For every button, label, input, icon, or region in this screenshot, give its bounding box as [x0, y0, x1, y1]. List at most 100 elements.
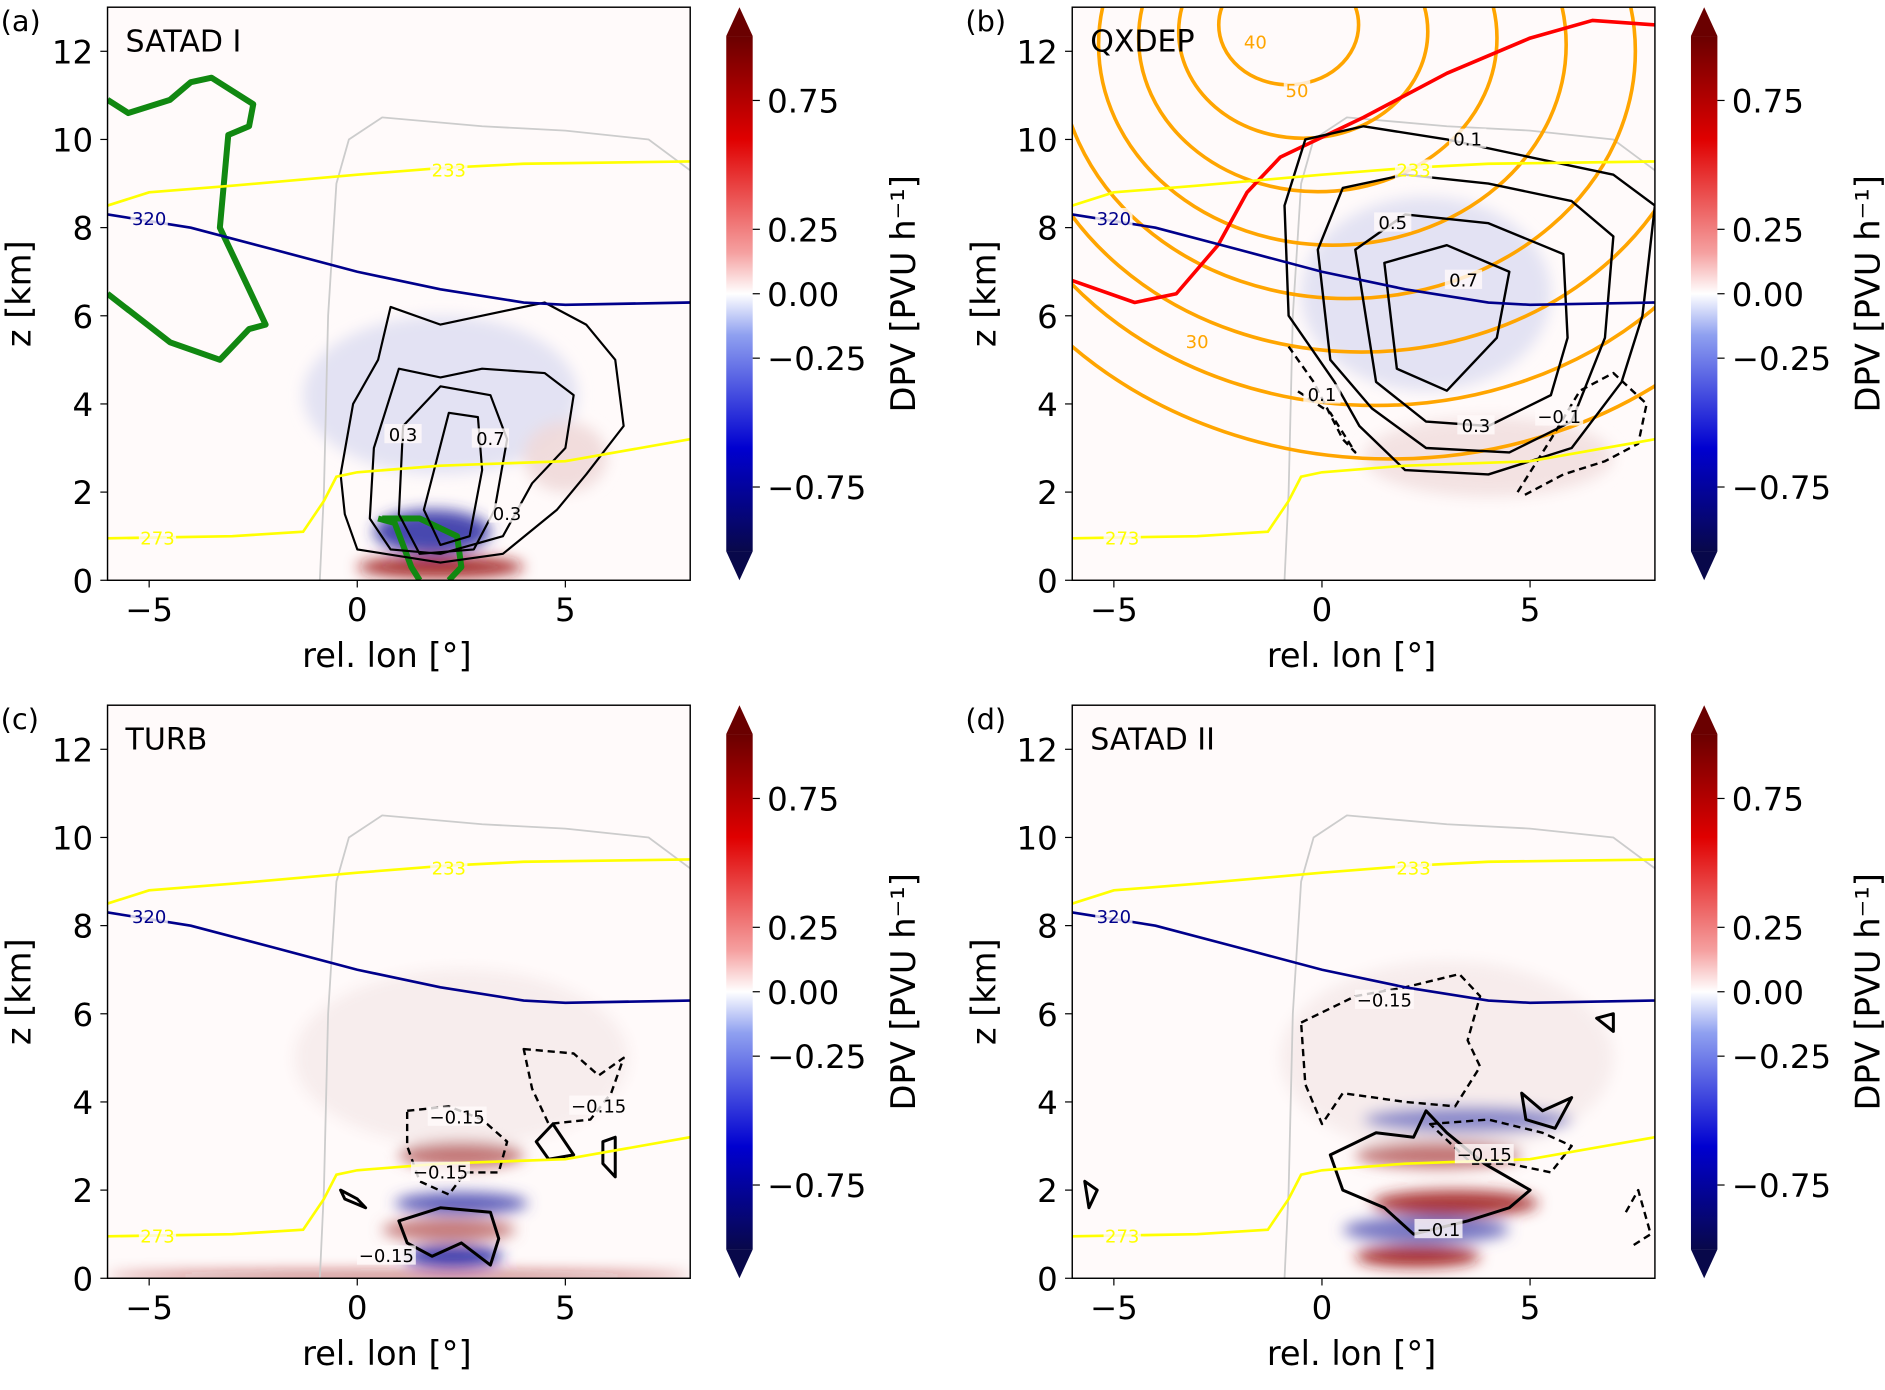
contour-label-bg — [1303, 384, 1341, 404]
colorbar-label: DPV [PVU h⁻¹] — [884, 175, 923, 412]
plot-content: 233 273 320 0.7 0.3 0.3 — [107, 74, 691, 581]
colorbar-label: DPV [PVU h⁻¹] — [884, 873, 923, 1110]
dpv-contour — [601, 1135, 617, 1179]
contour-label-bg — [430, 857, 468, 877]
y-axis-label: z [km] — [0, 938, 39, 1045]
contour-label-bg — [1354, 989, 1414, 1009]
x-tick-label: −5 — [1090, 1289, 1138, 1327]
x-axis-label: rel. lon [°] — [302, 1334, 471, 1373]
contour-label-bg — [138, 1225, 177, 1245]
colorbar-tick-label: 0.00 — [1732, 276, 1804, 314]
contour-label: 273 — [140, 528, 174, 549]
green-contour — [107, 74, 269, 363]
colorbar: 0.75 0.25 0.00 −0.25 −0.75 DPV [PVU h⁻¹] — [1690, 7, 1885, 581]
colorbar-extend-max — [1690, 705, 1718, 735]
isentrope-320-line — [107, 213, 691, 307]
colorbar-tick-label: 0.75 — [1732, 780, 1804, 818]
contour-label: 0.3 — [389, 425, 418, 446]
contour-label: −0.15 — [413, 1162, 468, 1183]
y-tick-label: 2 — [72, 1172, 93, 1210]
contour-label-bg — [130, 207, 168, 228]
y-axis-label: z [km] — [964, 938, 1003, 1045]
colorbar-extend-max — [726, 7, 753, 37]
isotherm-233-line — [1072, 858, 1655, 905]
contour-label: 0.7 — [1449, 271, 1478, 292]
y-tick-label: 12 — [52, 33, 93, 71]
colorbar-extend-min — [1690, 1249, 1718, 1279]
contour-label: 320 — [1097, 907, 1131, 928]
contour-label: 30 — [1186, 332, 1209, 353]
dpv-contour — [534, 1122, 576, 1161]
contour-label-bg — [1283, 80, 1311, 100]
y-tick-label: 8 — [72, 210, 93, 248]
orange-contour — [1176, 7, 1430, 141]
orange-contour — [1136, 7, 1499, 194]
contour-label-bg — [1374, 212, 1412, 232]
contour-label: 0.3 — [493, 504, 522, 525]
contour-label: 233 — [432, 858, 466, 879]
dpv-contour — [1595, 1012, 1615, 1033]
panel-letter: (a) — [1, 4, 41, 38]
contour-label-bg — [138, 527, 177, 547]
dpv-contour — [339, 301, 625, 564]
isentrope-320-line — [107, 911, 691, 1005]
y-tick-label: 8 — [72, 908, 93, 946]
dpv-contour-negative — [1287, 345, 1357, 454]
contour-label: −0.15 — [430, 1107, 485, 1128]
panel-letter: (d) — [965, 702, 1006, 736]
colorbar-tick-label: 0.00 — [767, 276, 839, 314]
y-tick-label: 0 — [72, 1260, 93, 1298]
x-axis-label: rel. lon [°] — [1267, 636, 1436, 675]
orange-contour — [1072, 7, 1638, 301]
colorbar: 0.75 0.25 0.00 −0.25 −0.75 DPV [PVU h⁻¹] — [1690, 705, 1885, 1279]
contour-label-bg — [1454, 1144, 1514, 1164]
contour-label-bg — [1095, 207, 1133, 228]
axes-frame — [106, 6, 691, 581]
contour-label: 320 — [1097, 209, 1131, 230]
colorbar-tick-label: −0.25 — [1732, 340, 1831, 378]
x-tick-label: −5 — [125, 591, 173, 629]
contour-label: −0.15 — [1457, 1145, 1512, 1166]
contour-label-bg — [1457, 415, 1495, 435]
panel-title: SATAD II — [1090, 723, 1215, 758]
contour-label-bg — [384, 423, 422, 444]
contour-label: 40 — [1244, 32, 1267, 53]
y-tick-label: 2 — [1037, 1172, 1058, 1210]
x-axis-label: rel. lon [°] — [1267, 1334, 1436, 1373]
panel-title: TURB — [125, 723, 208, 758]
contour-label-bg — [1449, 128, 1487, 148]
orange-contour — [1072, 281, 1655, 408]
dpv-contour — [1383, 244, 1511, 392]
dpv-shading-patch — [303, 315, 578, 475]
dpv-contour-negative — [1428, 1118, 1573, 1174]
contour-label-bg — [411, 1161, 470, 1181]
y-tick-label: 4 — [72, 1084, 93, 1122]
dpv-contour — [1328, 1109, 1532, 1236]
contour-label: −0.1 — [1537, 407, 1581, 428]
contour-label: −0.15 — [571, 1096, 626, 1117]
dpv-shading-patch — [1280, 960, 1614, 1155]
dpv-contour — [1354, 213, 1569, 428]
contour-label: 273 — [1105, 1226, 1139, 1247]
axes-frame — [106, 704, 691, 1279]
contour-label-bg — [1394, 159, 1433, 179]
contour-label-bg — [427, 1106, 487, 1126]
x-tick-label: 5 — [555, 591, 576, 629]
y-tick-label: 0 — [1037, 562, 1058, 600]
y-tick-label: 12 — [1017, 33, 1058, 71]
colorbar-label: DPV [PVU h⁻¹] — [1849, 175, 1885, 412]
contour-label: 0.1 — [1453, 129, 1482, 150]
colorbar-tick-label: 0.25 — [1732, 211, 1804, 249]
colorbar-tick-label: −0.25 — [1732, 1038, 1831, 1076]
colorbar-tick-label: −0.75 — [1732, 469, 1831, 507]
colorbar-tick-label: 0.00 — [1732, 974, 1804, 1012]
plot-content: 233 273 320 −0.15 −0.15 −0.1 — [1072, 814, 1655, 1279]
contour-label-bg — [1535, 406, 1584, 426]
axes-frame — [1071, 704, 1656, 1279]
colorbar-extend-min — [1690, 551, 1718, 581]
orange-contour — [1072, 344, 1655, 461]
x-tick-label: 0 — [1312, 1289, 1333, 1327]
x-axis-label: rel. lon [°] — [302, 636, 471, 675]
colorbar-gradient — [726, 36, 753, 552]
